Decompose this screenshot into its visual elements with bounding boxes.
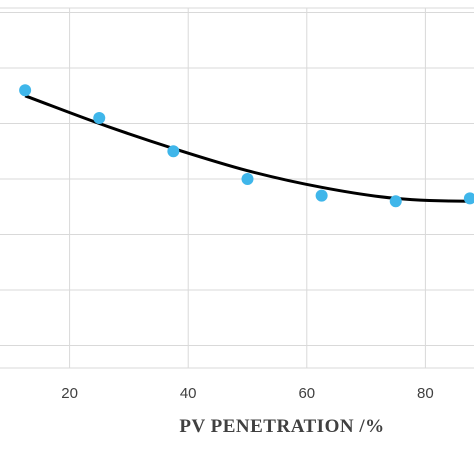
x-tick-label: 80 [417,385,434,402]
data-point [241,173,254,185]
x-tick-label: 60 [298,385,315,402]
x-tick-label: 40 [180,385,197,402]
x-axis-title: PV PENETRATION /% [179,416,384,437]
data-point [93,111,106,124]
data-point [315,189,328,202]
fit-line [24,94,474,203]
fit-line-layer [24,94,474,203]
grid [0,7,474,369]
data-point [463,192,474,205]
x-tick-label: 20 [61,385,78,402]
data-points-layer [19,84,474,208]
data-point [389,195,402,208]
data-point [167,145,180,158]
data-point [19,84,32,97]
x-tick-labels: 20 40 60 80 [61,385,433,402]
